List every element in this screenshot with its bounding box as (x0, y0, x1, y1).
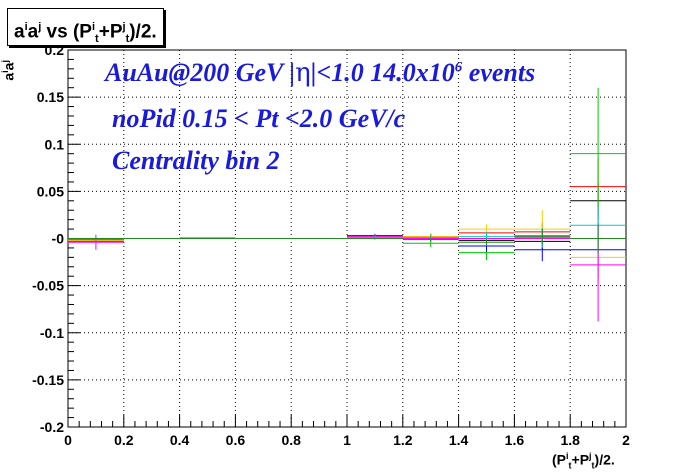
x-tick-label: 0.4 (170, 432, 190, 448)
y-tick-label: -0.2 (40, 419, 64, 435)
y-tick-label: 0.2 (45, 42, 65, 58)
x-tick-label: 1.6 (505, 432, 525, 448)
annotation-cuts: noPid 0.15 < Pt <2.0 GeV/c (112, 104, 406, 133)
x-tick-label: 1.2 (393, 432, 413, 448)
x-tick-label: 0 (64, 432, 72, 448)
annotation-dataset: AuAu@200 GeV |η|<1.0 14.0x106 events (105, 58, 536, 88)
x-tick-label: 0.6 (226, 432, 246, 448)
x-tick-label: 0.8 (281, 432, 301, 448)
data-series (68, 87, 626, 322)
x-tick-label: 1.4 (449, 432, 469, 448)
x-tick-label: 1.8 (560, 432, 580, 448)
annotation-centrality: Centrality bin 2 (112, 146, 280, 175)
x-axis: 0 0.2 0.4 0.6 0.8 1 1.2 1.4 1.6 1.8 2 (64, 415, 630, 448)
y-tick-label: -0.05 (32, 278, 64, 294)
y-axis-label: aiaj (0, 60, 17, 81)
y-tick-label: 0.05 (37, 183, 64, 199)
y-tick-label: -0 (52, 231, 65, 247)
y-tick-label: -0.15 (32, 372, 64, 388)
y-tick-label: -0.1 (40, 325, 64, 341)
chart-title: aiaj vs (Pit+Pjt)/2. (7, 8, 164, 46)
x-tick-label: 2 (622, 432, 630, 448)
x-tick-label: 1 (343, 432, 351, 448)
y-tick-label: 0.1 (45, 136, 65, 152)
x-axis-label: (Pit+Pjt)/2. (552, 451, 615, 471)
y-axis: -0.2 -0.15 -0.1 -0.05 -0 0.05 0.1 0.15 0.2 (32, 42, 80, 435)
x-tick-label: 0.2 (114, 432, 134, 448)
series-group (68, 224, 626, 253)
y-tick-label: 0.15 (37, 89, 64, 105)
